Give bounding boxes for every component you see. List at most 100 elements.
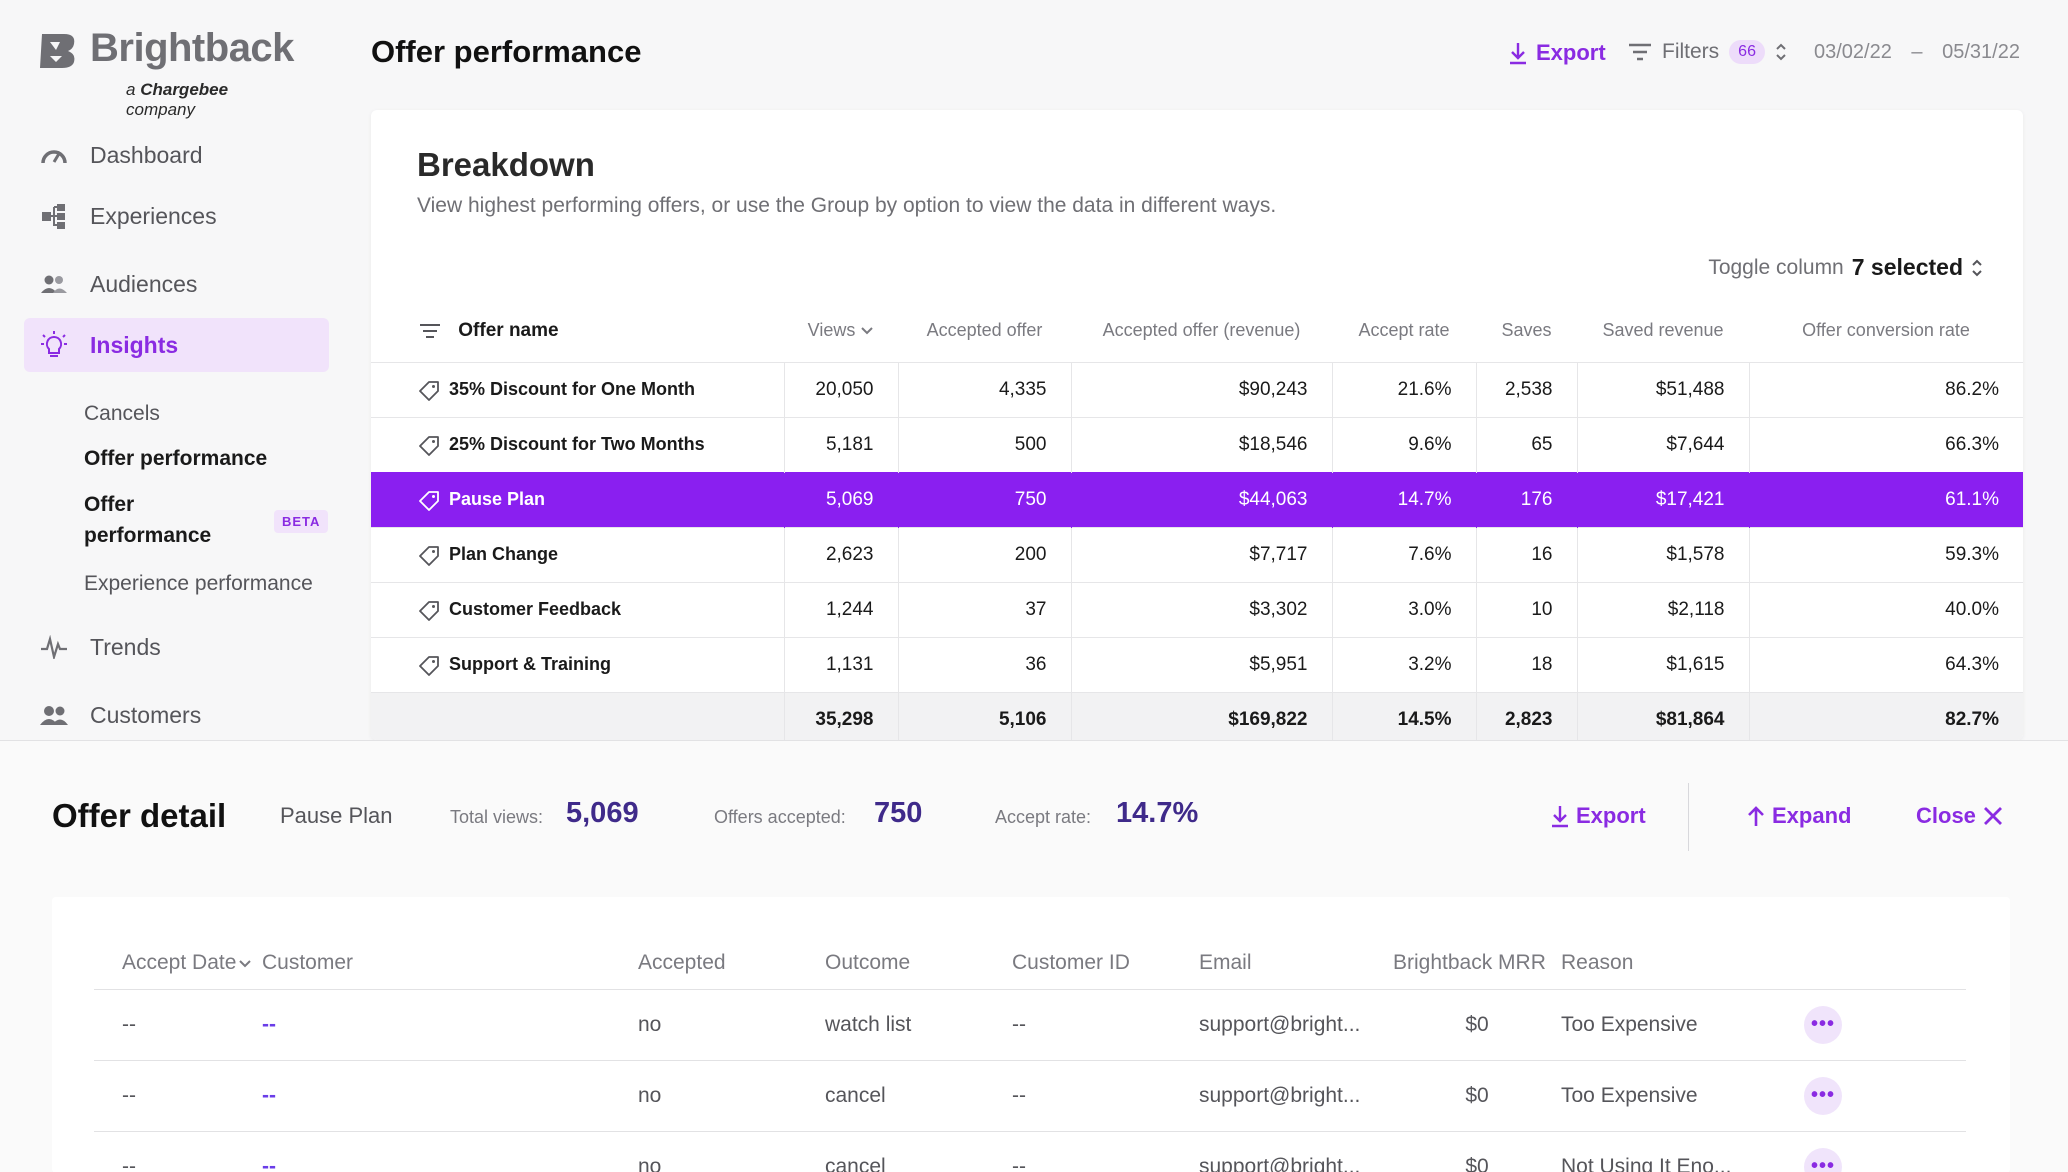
customer-row[interactable]: -- -- no cancel -- support@bright... $0 Too Exp… bbox=[94, 1060, 1966, 1132]
table-row[interactable]: 35% Discount for One Month 20,050 4,335 $90… bbox=[371, 361, 2023, 417]
cell-accept-date: -- bbox=[94, 1060, 262, 1132]
sort-lines-icon bbox=[420, 323, 440, 338]
offer-name: 35% Discount for One Month bbox=[449, 379, 696, 399]
customer-row[interactable]: -- -- no watch list -- support@bright... $0 Too… bbox=[94, 989, 1966, 1061]
table-row[interactable]: Pause Plan 5,069 750 $44,063 14.7% 176 $17,421… bbox=[371, 471, 2023, 527]
col-customer-id[interactable]: Customer ID bbox=[1012, 937, 1199, 990]
tag-icon bbox=[419, 545, 439, 566]
subnav-cancels[interactable]: Cancels bbox=[84, 402, 160, 425]
cell-saved-revenue: $51,488 bbox=[1576, 361, 1749, 417]
col-outcome[interactable]: Outcome bbox=[825, 937, 1012, 990]
table-header-row: Offer name Views Accepted offer Accepted… bbox=[371, 300, 2023, 362]
col-saves[interactable]: Saves bbox=[1501, 320, 1552, 341]
total-accepted-offer: 5,106 bbox=[897, 691, 1071, 740]
col-label: Accept Date bbox=[122, 950, 237, 974]
col-label: Offer name bbox=[458, 319, 559, 341]
total-saves: 2,823 bbox=[1475, 691, 1577, 740]
total-conversion-rate: 82.7% bbox=[1748, 691, 2023, 740]
total-accept-rate: 14.5% bbox=[1331, 691, 1476, 740]
col-accept-date[interactable]: Accept Date bbox=[94, 937, 262, 990]
date-separator: – bbox=[1911, 41, 1923, 63]
col-accepted-revenue[interactable]: Accepted offer (revenue) bbox=[1102, 320, 1301, 341]
cell-email: support@bright... bbox=[1199, 1060, 1393, 1132]
filter-count-badge: 66 bbox=[1729, 40, 1765, 64]
cell-saved-revenue: $1,615 bbox=[1576, 636, 1749, 692]
offers-accepted-value: 750 bbox=[874, 797, 923, 829]
cell-saves: 2,538 bbox=[1475, 361, 1577, 417]
brand-tagline: a Chargebee company bbox=[126, 80, 229, 119]
customer-row[interactable]: -- -- no cancel -- support@bright... $0 Not Usi… bbox=[94, 1131, 1966, 1172]
table-row[interactable]: 25% Discount for Two Months 5,181 500 $18,5… bbox=[371, 416, 2023, 472]
col-email[interactable]: Email bbox=[1199, 937, 1393, 990]
col-reason[interactable]: Reason bbox=[1561, 937, 1804, 990]
cell-customer[interactable]: -- bbox=[262, 1131, 638, 1172]
table-row[interactable]: Plan Change 2,623 200 $7,717 7.6% 16 $1,578 59.… bbox=[371, 526, 2023, 582]
cell-name: 25% Discount for Two Months bbox=[371, 416, 784, 472]
date-to: 05/31/22 bbox=[1942, 41, 2020, 63]
cell-saves: 18 bbox=[1475, 636, 1577, 692]
cell-outcome: watch list bbox=[825, 989, 1012, 1061]
total-accepted-revenue: $169,822 bbox=[1070, 691, 1332, 740]
download-icon bbox=[1552, 806, 1568, 828]
export-label: Export bbox=[1576, 803, 1646, 828]
nav-dashboard[interactable]: Dashboard bbox=[24, 128, 329, 182]
toggle-column-select[interactable]: Toggle column 7 selected bbox=[1708, 254, 1983, 281]
nav-audiences[interactable]: Audiences bbox=[24, 257, 329, 311]
close-button[interactable]: Close bbox=[1916, 803, 2004, 829]
detail-export-button[interactable]: Export bbox=[1550, 803, 1646, 829]
subnav-offer-performance-beta-line2[interactable]: performance bbox=[84, 524, 212, 547]
cell-saves: 65 bbox=[1475, 416, 1577, 472]
total-views-label: Total views: bbox=[450, 807, 544, 827]
nav-experiences[interactable]: Experiences bbox=[24, 189, 329, 243]
nav-customers[interactable]: Customers bbox=[24, 688, 329, 742]
cell-accept-rate: 7.6% bbox=[1331, 526, 1476, 582]
col-offer-conversion-rate[interactable]: Offer conversion rate bbox=[1802, 320, 1970, 341]
tag-icon bbox=[419, 655, 439, 676]
table-row[interactable]: Support & Training 1,131 36 $5,951 3.2% 18 $1,… bbox=[371, 636, 2023, 692]
cell-customer-id: -- bbox=[1012, 1131, 1199, 1172]
date-range-picker[interactable]: 03/02/22 – 05/31/22 bbox=[1814, 41, 2020, 64]
beta-badge: BETA bbox=[274, 510, 329, 533]
cell-accepted-offer: 200 bbox=[897, 526, 1071, 582]
cell-conversion-rate: 61.1% bbox=[1748, 471, 2023, 527]
subnav-experience-performance[interactable]: Experience performance bbox=[84, 572, 313, 595]
col-customer[interactable]: Customer bbox=[262, 937, 638, 990]
expand-button[interactable]: Expand bbox=[1746, 803, 1851, 829]
cell-conversion-rate: 64.3% bbox=[1748, 636, 2023, 692]
col-accept-rate[interactable]: Accept rate bbox=[1358, 320, 1450, 341]
col-label: Views bbox=[807, 320, 856, 341]
cell-email: support@bright... bbox=[1199, 989, 1393, 1061]
cell-accept-date: -- bbox=[94, 1131, 262, 1172]
subnav-offer-performance[interactable]: Offer performance bbox=[84, 447, 268, 470]
cell-accepted: no bbox=[638, 1060, 825, 1132]
brightback-logo[interactable]: Brightback a Chargebee company bbox=[38, 26, 298, 119]
col-accepted-offer[interactable]: Accepted offer bbox=[926, 320, 1043, 341]
filters-button[interactable]: Filters 66 bbox=[1628, 40, 1787, 64]
logo-mark-icon bbox=[40, 34, 75, 68]
more-options-button[interactable]: ••• bbox=[1804, 1005, 1842, 1044]
cell-customer[interactable]: -- bbox=[262, 1060, 638, 1132]
subnav-offer-performance-beta-line1[interactable]: Offer bbox=[84, 493, 135, 516]
col-brightback-mrr[interactable]: Brightback MRR bbox=[1393, 937, 1561, 990]
page-title: Offer performance bbox=[371, 34, 642, 69]
cell-conversion-rate: 86.2% bbox=[1748, 361, 2023, 417]
more-options-button[interactable]: ••• bbox=[1804, 1076, 1842, 1115]
col-saved-revenue[interactable]: Saved revenue bbox=[1602, 320, 1724, 341]
col-offer-name[interactable]: Offer name bbox=[371, 300, 784, 362]
tag-icon bbox=[419, 490, 439, 511]
offer-detail-title: Offer detail bbox=[52, 797, 227, 834]
nav-trends[interactable]: Trends bbox=[24, 620, 329, 674]
offer-name: Support & Training bbox=[449, 654, 611, 674]
nav-insights[interactable]: Insights bbox=[24, 318, 329, 372]
totals-row: 35,298 5,106 $169,822 14.5% 2,823 $81,864 82.7… bbox=[371, 691, 2023, 740]
cell-views: 5,069 bbox=[783, 471, 898, 527]
table-row[interactable]: Customer Feedback 1,244 37 $3,302 3.0% 10 $2,1… bbox=[371, 581, 2023, 637]
flow-icon bbox=[40, 202, 68, 230]
cell-customer[interactable]: -- bbox=[262, 989, 638, 1061]
col-views[interactable]: Views bbox=[784, 300, 898, 362]
col-accepted[interactable]: Accepted bbox=[638, 937, 825, 990]
header-export-button[interactable]: Export bbox=[1508, 40, 1606, 66]
more-options-button[interactable]: ••• bbox=[1804, 1147, 1842, 1172]
nav-label: Dashboard bbox=[90, 141, 203, 168]
cell-mrr: $0 bbox=[1393, 1060, 1561, 1132]
